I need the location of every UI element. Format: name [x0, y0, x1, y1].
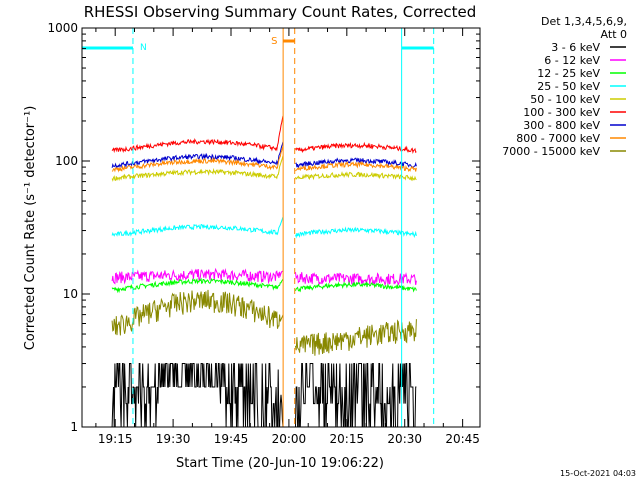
series-layer — [111, 115, 417, 428]
x-tick-label: 20:45 — [445, 432, 480, 446]
series-line — [111, 277, 417, 294]
x-axis-label: Start Time (20-Jun-10 19:06:22) — [176, 456, 384, 471]
legend-label: 7000 - 15000 keV — [502, 145, 600, 158]
marker-layer: SN — [82, 28, 435, 427]
series-line — [111, 145, 417, 173]
series-line — [111, 267, 417, 287]
x-tick-label: 19:15 — [98, 432, 133, 446]
y-axis: 1 10 100 1000 — [47, 21, 480, 434]
attenuator-label: S — [271, 36, 277, 47]
x-tick-label: 19:45 — [214, 432, 249, 446]
x-tick-label: 20:30 — [387, 432, 422, 446]
legend-header: Det 1,3,4,5,6,9, — [541, 15, 627, 28]
legend-label: 50 - 100 keV — [530, 93, 600, 106]
x-axis: 19:15 19:30 19:45 20:00 20:15 20:30 20:45 — [95, 28, 480, 446]
series-line — [111, 141, 417, 169]
x-tick-label: 20:00 — [272, 432, 307, 446]
night-label: N — [140, 43, 147, 53]
legend-label: 6 - 12 keV — [544, 54, 600, 67]
x-tick-label: 20:15 — [330, 432, 365, 446]
series-line — [111, 289, 417, 356]
footer-timestamp: 15-Oct-2021 04:03 — [560, 469, 636, 478]
legend-header: Att 0 — [601, 28, 627, 41]
plot-frame — [81, 27, 481, 428]
y-axis-label: Corrected Count Rate (s⁻¹ detector⁻¹) — [23, 106, 38, 351]
series-line — [111, 216, 417, 239]
y-tick-label: 100 — [55, 154, 78, 168]
legend-label: 25 - 50 keV — [537, 80, 600, 93]
legend-label: 800 - 7000 keV — [516, 132, 600, 145]
y-tick-label: 10 — [63, 287, 78, 301]
series-line — [111, 115, 417, 155]
x-tick-label: 19:30 — [156, 432, 191, 446]
legend-label: 12 - 25 keV — [537, 67, 600, 80]
chart-title: RHESSI Observing Summary Count Rates, Co… — [84, 3, 477, 21]
y-tick-label: 1000 — [47, 21, 78, 35]
series-line — [111, 155, 417, 182]
y-tick-label: 1 — [70, 420, 78, 434]
legend-label: 100 - 300 keV — [523, 106, 600, 119]
legend-label: 3 - 6 keV — [551, 41, 600, 54]
legend-label: 300 - 800 keV — [523, 119, 600, 132]
plot-area: SN — [82, 28, 435, 428]
